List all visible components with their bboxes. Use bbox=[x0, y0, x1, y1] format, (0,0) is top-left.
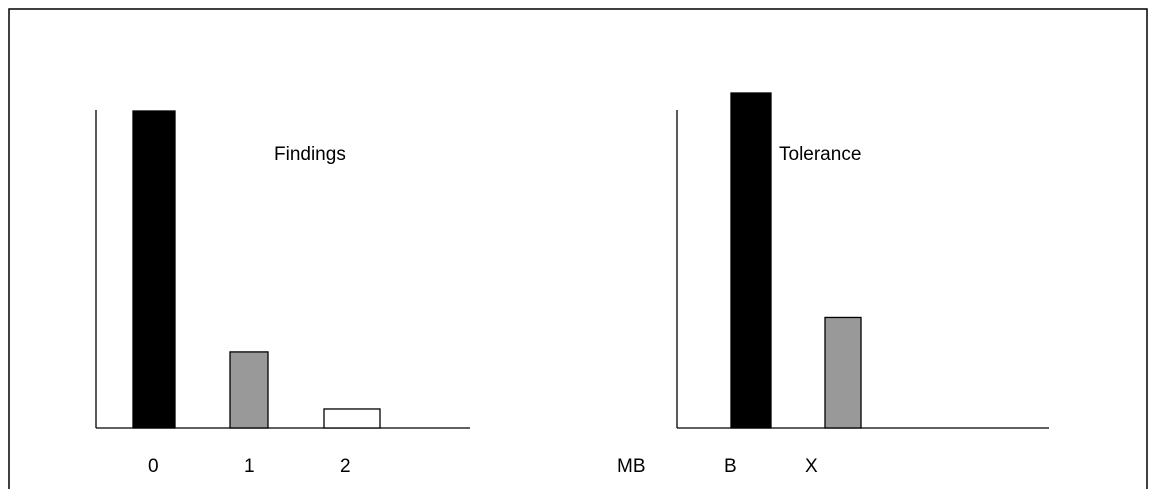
findings-tick-2: 2 bbox=[340, 456, 351, 477]
findings-tick-1: 1 bbox=[244, 456, 255, 477]
tolerance-bar-x bbox=[824, 316, 862, 429]
tolerance-tick-x: X bbox=[805, 456, 818, 477]
tolerance-axis-prefix-label: MB bbox=[617, 456, 646, 477]
findings-bar-0 bbox=[132, 110, 176, 429]
tolerance-tick-b: B bbox=[724, 456, 737, 477]
tolerance-title: Tolerance bbox=[779, 144, 861, 165]
tolerance-bar-b bbox=[730, 92, 772, 429]
findings-title: Findings bbox=[274, 144, 346, 165]
findings-chart: Findings 0 1 2 bbox=[95, 110, 470, 477]
chart-frame bbox=[8, 8, 1148, 489]
findings-tick-0: 0 bbox=[148, 456, 159, 477]
findings-bar-2 bbox=[323, 408, 381, 429]
findings-bar-1 bbox=[229, 351, 269, 429]
tolerance-chart: Tolerance MB B X bbox=[617, 92, 1049, 477]
